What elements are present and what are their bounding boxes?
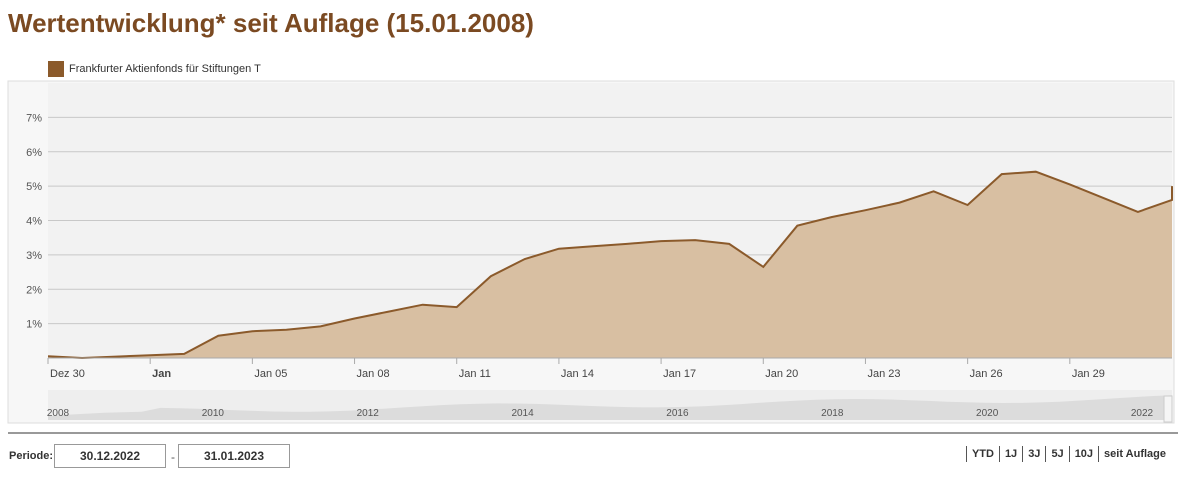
y-tick-label: 7% (26, 112, 42, 124)
x-tick-label: Jan 29 (1072, 368, 1105, 380)
legend-item[interactable]: Frankfurter Aktienfonds für Stiftungen T (48, 61, 261, 77)
navigator-year-label: 2022 (1131, 408, 1154, 419)
y-tick-label: 2% (26, 284, 42, 296)
navigator-year-label: 2008 (47, 408, 70, 419)
navigator-year-label: 2010 (202, 408, 225, 419)
navigator-year-label: 2014 (511, 408, 534, 419)
x-tick-label: Jan 11 (459, 368, 491, 380)
to-date-input[interactable] (178, 444, 290, 468)
x-tick-label: Jan 23 (867, 368, 900, 380)
x-tick-label: Jan 14 (561, 368, 594, 380)
period-button-group: YTD 1J 3J 5J 10J seit Auflage (965, 446, 1171, 462)
y-tick-label: 3% (26, 250, 42, 262)
navigator-series (48, 395, 1172, 420)
x-tick-label: Jan (152, 368, 171, 380)
x-tick-label: Jan 26 (970, 368, 1003, 380)
period-button-5j[interactable]: 5J (1045, 446, 1068, 462)
periode-label: Periode: (9, 450, 54, 462)
date-separator: - (171, 450, 175, 464)
legend-label: Frankfurter Aktienfonds für Stiftungen T (69, 63, 261, 75)
series-area (48, 171, 1172, 358)
y-tick-label: 5% (26, 181, 42, 193)
period-button-1j[interactable]: 1J (998, 446, 1022, 462)
period-button-seit-auflage[interactable]: seit Auflage (1098, 446, 1171, 462)
y-tick-label: 1% (26, 319, 42, 331)
x-tick-label: Jan 17 (663, 368, 696, 380)
x-tick-label: Jan 05 (254, 368, 287, 380)
navigator-year-label: 2012 (357, 408, 380, 419)
x-tick-label: Jan 20 (765, 368, 798, 380)
series-line (47, 170, 1173, 360)
legend-swatch (48, 61, 64, 77)
period-button-ytd[interactable]: YTD (965, 446, 999, 462)
y-tick-label: 4% (26, 216, 42, 228)
x-tick-label: Dez 30 (50, 368, 85, 380)
from-date-input[interactable] (54, 444, 166, 468)
period-button-3j[interactable]: 3J (1022, 446, 1045, 462)
y-tick-label: 6% (26, 147, 42, 159)
x-tick-label: Jan 08 (357, 368, 390, 380)
navigator-handle (1163, 395, 1173, 423)
navigator-year-label: 2016 (666, 408, 689, 419)
period-button-10j[interactable]: 10J (1068, 446, 1098, 462)
navigator-year-label: 2020 (976, 408, 999, 419)
chart-title: Wertentwicklung* seit Auflage (15.01.200… (8, 8, 534, 38)
navigator-year-label: 2018 (821, 408, 844, 419)
